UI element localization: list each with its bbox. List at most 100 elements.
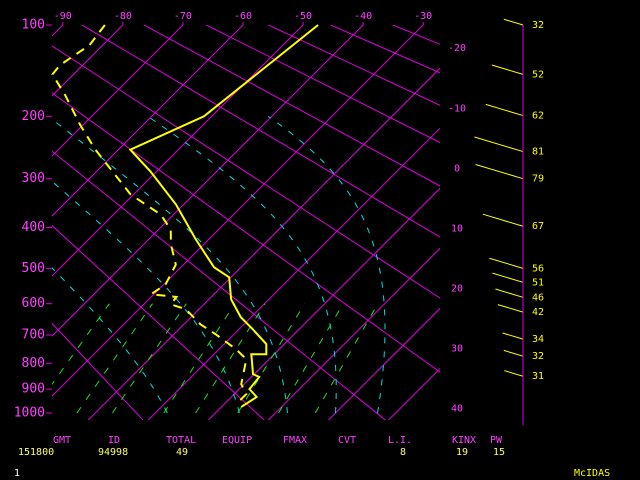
y-tick-label: 100 bbox=[22, 18, 45, 33]
isotherm-label: -10 bbox=[448, 103, 466, 114]
footer-value: 8 bbox=[400, 447, 406, 458]
isotherm bbox=[566, 15, 640, 423]
dry-adiabat bbox=[143, 25, 440, 187]
dry-adiabat bbox=[80, 25, 440, 238]
wind-barb bbox=[503, 18, 524, 26]
y-tick-label: 200 bbox=[22, 109, 45, 124]
wind-barb bbox=[482, 213, 524, 227]
wind-barb bbox=[497, 304, 524, 313]
y-tick-label: 400 bbox=[22, 220, 45, 235]
y-tick-label: 900 bbox=[22, 382, 45, 397]
wind-label: 52 bbox=[532, 69, 544, 80]
mixing-ratio-line bbox=[112, 303, 187, 414]
wind-label: 62 bbox=[532, 111, 544, 122]
y-tick-label: 1000 bbox=[14, 406, 45, 421]
dry-adiabat bbox=[391, 25, 440, 45]
mixing-ratio-line bbox=[237, 303, 306, 414]
x-tick-label: -60 bbox=[234, 11, 252, 22]
x-tick-label: -90 bbox=[54, 11, 72, 22]
x-tick-label: -30 bbox=[414, 11, 432, 22]
page-number: 1 bbox=[14, 468, 20, 479]
x-tick-label: -80 bbox=[114, 11, 132, 22]
temperature-line bbox=[128, 24, 319, 408]
moist-adiabat bbox=[147, 115, 337, 414]
footer-label: ID bbox=[108, 435, 120, 446]
wind-label: 51 bbox=[532, 277, 544, 288]
x-tick-label: -50 bbox=[294, 11, 312, 22]
isotherm-label: -20 bbox=[448, 43, 466, 54]
footer-label: CVT bbox=[338, 435, 356, 446]
wind-label: 79 bbox=[532, 174, 544, 185]
dry-adiabat bbox=[52, 322, 144, 420]
footer-label: PW bbox=[490, 435, 503, 446]
wind-label: 31 bbox=[532, 371, 544, 382]
footer-value: 19 bbox=[456, 447, 468, 458]
dry-adiabat bbox=[52, 150, 387, 420]
isotherm bbox=[87, 67, 440, 420]
isotherm bbox=[52, 25, 124, 97]
moist-adiabat bbox=[52, 180, 240, 414]
footer-label: KINX bbox=[452, 435, 476, 446]
y-tick-label: 600 bbox=[22, 296, 45, 311]
footer-label: TOTAL bbox=[166, 435, 196, 446]
isotherm bbox=[387, 367, 440, 420]
dry-adiabat bbox=[52, 45, 440, 299]
isotherm bbox=[52, 25, 184, 157]
x-tick-label: -40 bbox=[354, 11, 372, 22]
wind-barb bbox=[491, 64, 524, 75]
mixing-ratio-line bbox=[314, 303, 379, 414]
footer-value: 94998 bbox=[98, 447, 128, 458]
dry-adiabat bbox=[52, 224, 265, 420]
wind-label: 34 bbox=[532, 334, 544, 345]
isotherm bbox=[52, 25, 424, 397]
wind-label: 32 bbox=[532, 20, 544, 31]
dry-adiabat bbox=[267, 25, 440, 106]
wind-barb bbox=[489, 257, 524, 269]
brand: McIDAS bbox=[574, 468, 610, 479]
mixing-ratio-line bbox=[195, 303, 266, 414]
y-tick-label: 300 bbox=[22, 171, 45, 186]
wind-barb bbox=[485, 103, 524, 117]
wind-label: 56 bbox=[532, 263, 544, 274]
footer-label: FMAX bbox=[283, 435, 307, 446]
isotherm-label: 10 bbox=[451, 223, 463, 234]
isotherm bbox=[52, 25, 244, 217]
footer-label: L.I. bbox=[388, 435, 412, 446]
dewpoint-line bbox=[51, 24, 248, 405]
dry-adiabat bbox=[205, 25, 440, 144]
mixing-ratio-line bbox=[163, 303, 236, 414]
isotherm bbox=[52, 25, 364, 337]
wind-barb bbox=[495, 288, 524, 298]
footer-value: 151800 bbox=[18, 447, 54, 458]
wind-barb bbox=[474, 136, 524, 153]
wind-label: 46 bbox=[532, 292, 544, 303]
wind-label: 81 bbox=[532, 147, 544, 158]
plot-background bbox=[0, 15, 640, 423]
y-tick-label: 500 bbox=[22, 261, 45, 276]
mixing-ratio-line bbox=[278, 303, 344, 414]
wind-barb bbox=[492, 272, 524, 283]
moist-adiabat bbox=[52, 118, 288, 414]
moist-adiabat bbox=[267, 115, 386, 414]
isotherm-label: 0 bbox=[454, 163, 460, 174]
isotherm bbox=[147, 127, 440, 420]
isotherm bbox=[0, 15, 13, 423]
wind-label: 42 bbox=[532, 307, 544, 318]
footer-value: 49 bbox=[176, 447, 188, 458]
wind-barb bbox=[504, 370, 524, 377]
isotherm bbox=[267, 247, 440, 420]
footer-label: EQUIP bbox=[222, 435, 252, 446]
isotherm-label: 30 bbox=[451, 344, 463, 355]
y-tick-label: 700 bbox=[22, 327, 45, 342]
wind-label: 67 bbox=[532, 221, 544, 232]
dry-adiabat bbox=[329, 25, 440, 74]
wind-barb bbox=[475, 163, 524, 180]
wind-label: 32 bbox=[532, 351, 544, 362]
isotherm bbox=[327, 307, 440, 420]
wind-barb bbox=[502, 332, 524, 340]
mixing-ratio-line bbox=[52, 303, 110, 386]
mixing-ratio-line bbox=[76, 303, 153, 414]
footer-label: GMT bbox=[53, 435, 71, 446]
